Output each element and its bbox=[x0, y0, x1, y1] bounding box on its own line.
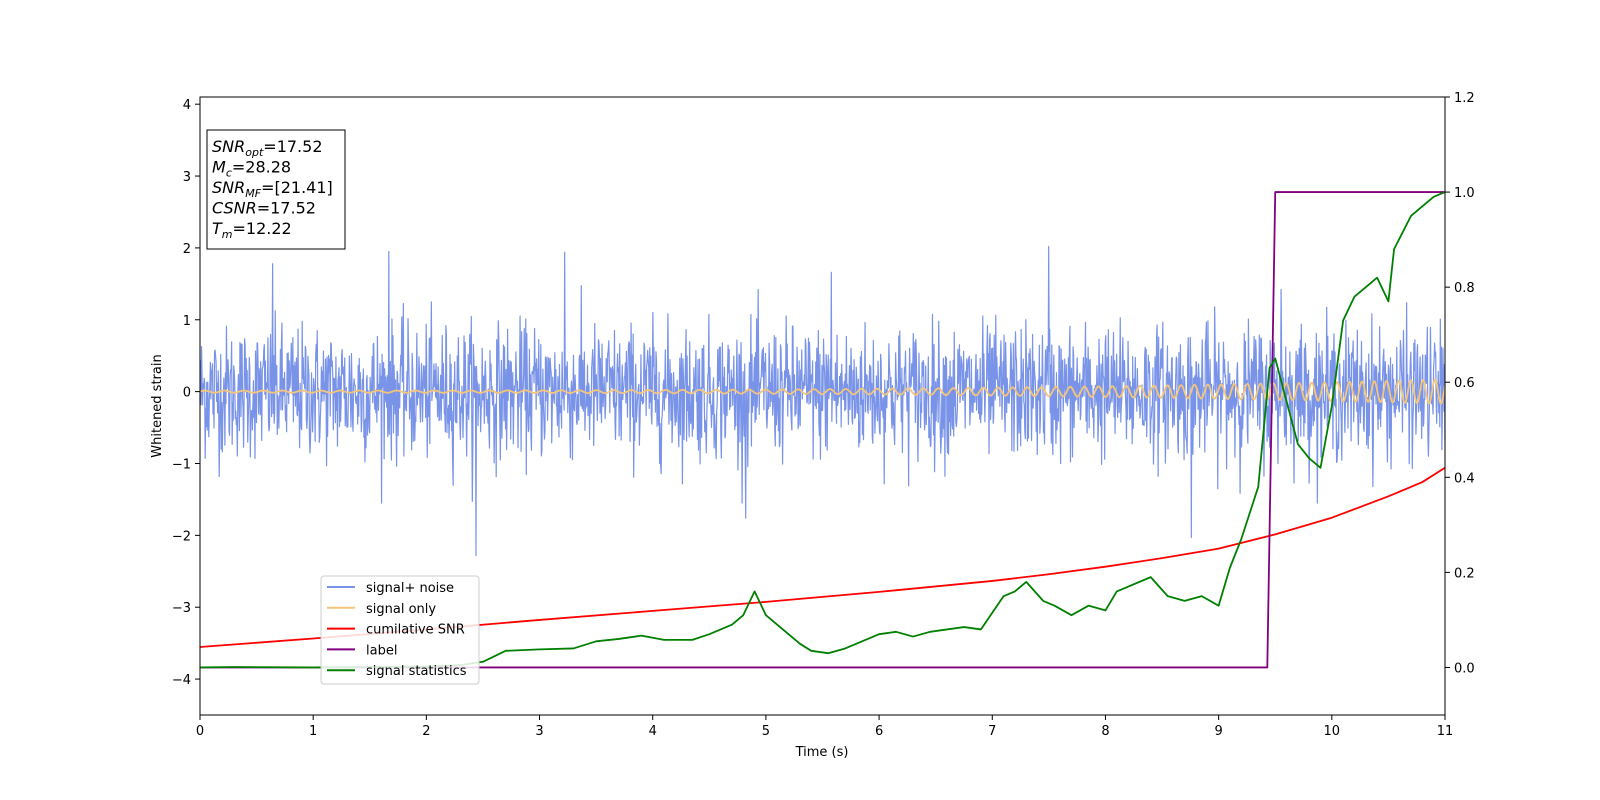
x-tick-label: 6 bbox=[875, 724, 883, 739]
annotation-line: SNRMF=[21.41] bbox=[212, 178, 333, 200]
x-tick-label: 7 bbox=[988, 724, 996, 739]
annotation-line: CSNR=17.52 bbox=[212, 199, 316, 218]
series-line-4 bbox=[199, 191, 1446, 669]
y-tick-label: −3 bbox=[172, 601, 191, 616]
y-tick-label: 2 bbox=[183, 242, 191, 257]
y-tick-label: −1 bbox=[172, 457, 191, 472]
legend-label: signal only bbox=[366, 602, 436, 617]
x-tick-label: 4 bbox=[649, 724, 657, 739]
legend-label: signal statistics bbox=[366, 664, 467, 679]
series-line-1 bbox=[199, 378, 1446, 405]
legend-label: cumilative SNR bbox=[366, 623, 465, 638]
legend-label: signal+ noise bbox=[366, 581, 454, 596]
annotation-line: Mc=28.28 bbox=[212, 158, 291, 180]
y-tick-label: −4 bbox=[172, 673, 191, 688]
plot-frame bbox=[199, 96, 1446, 716]
y-tick-label: 1 bbox=[183, 314, 191, 329]
x-tick-label: 9 bbox=[1214, 724, 1222, 739]
y-tick-label: −2 bbox=[172, 529, 191, 544]
y-axis-left: −4 −3 −2 −1 0 1 2 3 4 bbox=[172, 98, 200, 688]
x-tick-label: 11 bbox=[1437, 724, 1454, 739]
y2-tick-label: 0.2 bbox=[1454, 566, 1475, 581]
y-tick-label: 3 bbox=[183, 170, 191, 185]
y2-tick-label: 0.4 bbox=[1454, 471, 1475, 486]
y2-tick-label: 1.0 bbox=[1454, 186, 1475, 201]
annotation-line: SNRopt=17.52 bbox=[212, 137, 323, 159]
y-tick-label: 4 bbox=[183, 98, 191, 113]
stats-annotation-box: SNRopt=17.52Mc=28.28SNRMF=[21.41]CSNR=17… bbox=[206, 129, 346, 250]
y-axis-right: 0.0 0.2 0.4 0.6 0.8 1.0 1.2 bbox=[1445, 91, 1475, 676]
annotation-frame bbox=[206, 129, 346, 250]
x-axis-label: Time (s) bbox=[795, 745, 849, 760]
x-tick-label: 0 bbox=[196, 724, 204, 739]
x-tick-label: 8 bbox=[1101, 724, 1109, 739]
y2-tick-label: 0.0 bbox=[1454, 661, 1475, 676]
x-tick-label: 10 bbox=[1324, 724, 1341, 739]
y-tick-label: 0 bbox=[183, 386, 191, 401]
legend: signal+ noise signal only cumilative SNR la… bbox=[320, 575, 480, 685]
y2-tick-label: 1.2 bbox=[1454, 91, 1475, 106]
x-tick-label: 5 bbox=[762, 724, 770, 739]
series-line-2 bbox=[199, 467, 1446, 648]
series-line-0 bbox=[199, 245, 1446, 557]
x-tick-label: 2 bbox=[422, 724, 430, 739]
x-tick-label: 3 bbox=[535, 724, 543, 739]
x-axis: 0 1 2 3 4 5 6 7 8 9 10 11 bbox=[196, 715, 1453, 739]
y2-tick-label: 0.6 bbox=[1454, 376, 1475, 391]
legend-label: label bbox=[366, 643, 397, 658]
series-line-3 bbox=[200, 191, 1445, 669]
plot-area bbox=[199, 191, 1446, 669]
y2-tick-label: 0.8 bbox=[1454, 281, 1475, 296]
y-axis-label: Whitened strain bbox=[150, 354, 165, 457]
x-tick-label: 1 bbox=[309, 724, 317, 739]
legend-frame bbox=[320, 575, 480, 685]
annotation-line: Tm=12.22 bbox=[212, 219, 292, 241]
